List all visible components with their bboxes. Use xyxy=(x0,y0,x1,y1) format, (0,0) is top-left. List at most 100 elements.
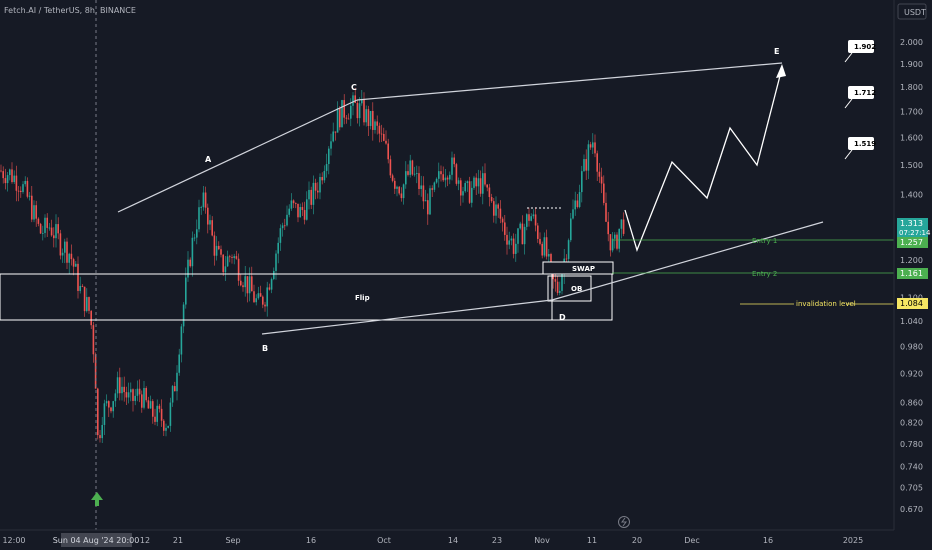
candle-body xyxy=(453,157,455,165)
candle-body xyxy=(486,184,488,188)
candle-body xyxy=(24,180,26,185)
candle-body xyxy=(33,205,35,220)
candle-body xyxy=(510,238,513,241)
candle-body xyxy=(110,407,112,412)
candle-body xyxy=(477,178,480,187)
candle-body xyxy=(28,195,31,197)
candle-body xyxy=(270,279,273,290)
candle-body xyxy=(92,325,95,355)
candle-body xyxy=(116,377,119,394)
candle-body xyxy=(358,103,361,119)
candle-body xyxy=(347,118,350,120)
lightning-icon[interactable] xyxy=(618,516,630,528)
candle-body xyxy=(493,201,495,216)
candle-body xyxy=(501,218,504,223)
target-3-value: 1.519 xyxy=(854,140,876,148)
wave-label-e: E xyxy=(774,47,779,56)
candle-body xyxy=(499,208,502,219)
candle-body xyxy=(416,173,418,174)
candle-body xyxy=(295,203,297,204)
candle-body xyxy=(75,263,77,267)
projected-path xyxy=(624,67,783,252)
candle-body xyxy=(154,416,156,422)
candle-body xyxy=(187,259,189,278)
candle-body xyxy=(163,420,165,431)
candle-body xyxy=(70,253,73,260)
candle-body xyxy=(365,109,367,123)
candle-body xyxy=(618,228,620,249)
candle-body xyxy=(394,180,396,189)
candle-body xyxy=(429,188,431,215)
candle-body xyxy=(578,192,581,207)
candle-body xyxy=(147,400,150,409)
candle-body xyxy=(611,238,614,251)
last-price-tag xyxy=(897,218,928,237)
candle-body xyxy=(77,263,79,291)
candle-body xyxy=(94,354,97,389)
candle-body xyxy=(229,256,231,258)
candle-body xyxy=(339,108,341,128)
flip-label: Flip xyxy=(355,294,370,302)
candle-body xyxy=(11,169,13,183)
candle-body xyxy=(50,227,53,236)
price-axis-ticks: 2.0001.9001.8001.7001.6001.5001.4001.300… xyxy=(900,38,923,514)
candle-body xyxy=(130,389,132,393)
candle-body xyxy=(189,259,191,267)
candle-body xyxy=(37,218,40,224)
candle-body xyxy=(482,173,484,194)
candle-body xyxy=(257,293,260,299)
candle-body xyxy=(301,207,304,211)
candle-body xyxy=(314,182,317,191)
candle-body xyxy=(237,258,240,281)
price-tick-label: 2.000 xyxy=(900,38,923,47)
candle-body xyxy=(0,170,2,172)
candle-body xyxy=(204,192,207,208)
candle-body xyxy=(548,254,550,257)
candle-body xyxy=(191,237,194,267)
candle-body xyxy=(39,223,42,234)
candle-body xyxy=(134,395,136,401)
time-tick-label: 2025 xyxy=(843,536,863,545)
entry-1-label: Entry 1 xyxy=(752,237,777,245)
candle-body xyxy=(268,287,271,290)
candle-body xyxy=(554,279,557,282)
price-tick-label: 1.400 xyxy=(900,190,923,199)
candle-body xyxy=(413,173,416,175)
candle-body xyxy=(594,142,596,154)
candle-body xyxy=(125,392,128,398)
candle-body xyxy=(354,95,356,103)
candle-body xyxy=(196,229,198,238)
candle-body xyxy=(211,220,213,236)
candle-body xyxy=(123,386,125,393)
currency-badge[interactable] xyxy=(897,3,927,20)
candle-body xyxy=(22,184,24,192)
candle-body xyxy=(576,200,579,207)
candle-body xyxy=(431,188,433,190)
candle-body xyxy=(279,228,282,243)
symbol-title: Fetch.AI / TetherUS, 8h, BINANCE xyxy=(4,6,136,15)
candle-body xyxy=(435,178,438,183)
candle-body xyxy=(380,133,383,135)
candle-body xyxy=(310,189,312,205)
candle-body xyxy=(451,157,453,175)
candle-body xyxy=(292,200,295,204)
candle-body xyxy=(152,401,154,417)
candle-body xyxy=(251,276,253,292)
time-axis[interactable] xyxy=(0,530,894,550)
candle-body xyxy=(306,199,308,220)
candle-body xyxy=(363,99,365,123)
candle-body xyxy=(609,234,612,251)
candle-body xyxy=(614,234,616,239)
candle-body xyxy=(325,164,328,171)
candle-body xyxy=(149,401,152,409)
candle-body xyxy=(246,276,249,294)
candle-body xyxy=(48,227,51,229)
candle-body xyxy=(53,235,55,239)
candle-body xyxy=(207,207,209,225)
entry-1-tag-value: 1.257 xyxy=(900,238,923,247)
time-tick-label: Nov xyxy=(534,536,550,545)
candle-body xyxy=(589,144,592,148)
candle-body xyxy=(376,121,378,126)
ob-label: OB xyxy=(571,285,582,293)
